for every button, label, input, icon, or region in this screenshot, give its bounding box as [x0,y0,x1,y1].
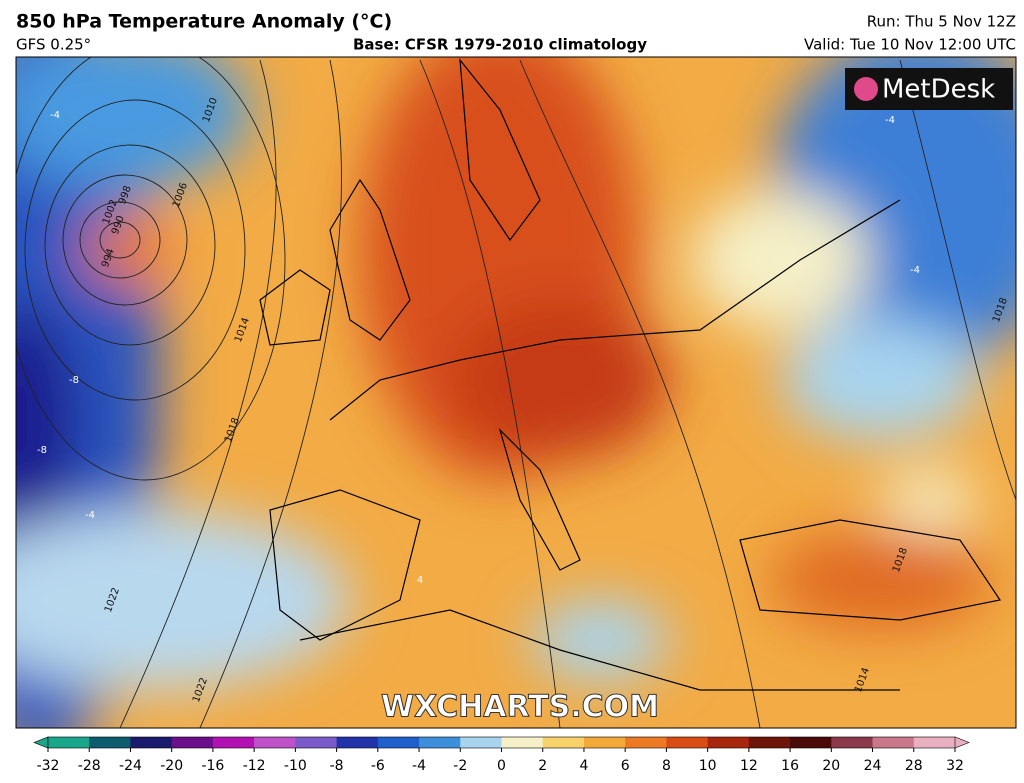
colorbar-segment [872,737,915,748]
colorbar-segment [748,737,791,748]
colorbar-tick-label: 6 [621,758,630,774]
colorbar-tick-label: -4 [412,758,426,774]
isobars [16,57,1016,728]
anomaly-field [16,57,1016,728]
colorbar-tick-label: -32 [37,758,60,774]
colorbar-end [33,736,49,749]
colorbar-segment [542,737,585,748]
anomaly-label: -4 [910,265,920,276]
colorbar-tick-label: 24 [864,758,882,774]
map-frame [15,56,1017,729]
colorbar-segment [254,737,296,748]
colorbar-tick-label: 12 [740,758,758,774]
run: Run: Thu 5 Nov 12Z [867,13,1016,31]
colorbar-segment [295,737,338,748]
colorbar-tick-label: -12 [243,758,266,774]
colorbar-tick-label: 20 [822,758,840,774]
colorbar-segment [212,737,255,748]
colorbar-segment [583,737,626,748]
colorbar-tick-label: 0 [497,758,506,774]
colorbar-segment [501,737,544,748]
colorbar-tick-label: 10 [699,758,717,774]
colorbar-segment [790,737,832,748]
colorbar-segment [377,737,420,748]
colorbar-segment [831,737,874,748]
colorbar-tick-label: -6 [371,758,385,774]
colorbar-tick-label: -24 [119,758,142,774]
colorbar-segment [130,737,173,748]
colorbar-tick-label: 28 [905,758,923,774]
model: GFS 0.25° [16,36,91,54]
anomaly-label: -4 [85,510,95,521]
title: 850 hPa Temperature Anomaly (°C) [16,11,392,33]
colorbar-tick-label: -8 [330,758,344,774]
colorbar-segment [625,737,667,748]
logo-icon [854,77,878,101]
map [16,57,1016,728]
colorbar-tick-label: 16 [781,758,799,774]
colorbar-segment [666,737,709,748]
valid: Valid: Tue 10 Nov 12:00 UTC [804,36,1016,54]
anomaly-label: -8 [69,375,79,386]
colorbar-segment [419,737,461,748]
anomaly-label: 4 [417,575,423,586]
anomaly-label: -4 [885,115,895,126]
colorbar-segment [460,737,502,748]
colorbar-tick-label: 32 [946,758,964,774]
colorbar-tick-label: 8 [662,758,671,774]
colorbar-tick-label: 2 [538,758,547,774]
anomaly-label: -4 [50,110,60,121]
base: Base: CFSR 1979-2010 climatology [353,36,647,54]
colorbar-tick-label: -20 [160,758,183,774]
colorbar-segment [707,737,750,748]
colorbar-segment [336,737,379,748]
colorbar-segment [48,737,90,748]
logo: MetDesk [882,75,995,105]
colorbar-tick-label: 4 [579,758,588,774]
colorbar-tick-label: -16 [201,758,224,774]
anomaly-label: -8 [37,445,47,456]
colorbar-segment [913,737,956,748]
colorbar-tick-label: -10 [284,758,307,774]
colorbar-segment [89,737,131,748]
colorbar-tick-label: -28 [78,758,101,774]
watermark: WXCHARTS.COM [381,690,659,725]
colorbar-segment [171,737,214,748]
colorbar-tick-label: -2 [453,758,467,774]
coastlines [259,58,1001,691]
colorbar-end [954,736,970,749]
